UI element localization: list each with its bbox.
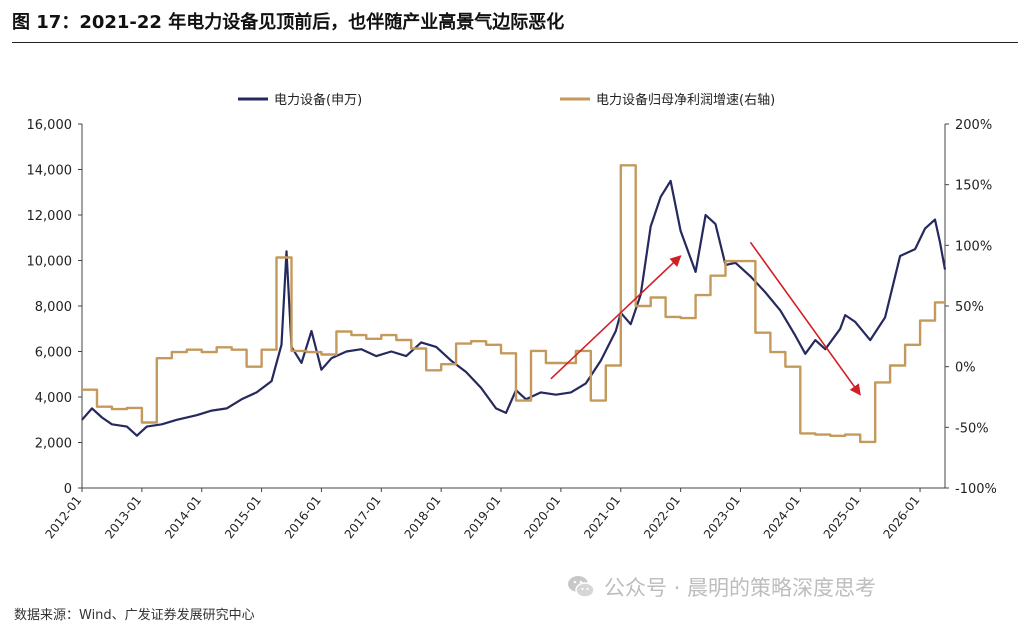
y-left-tick-label: 14,000: [27, 164, 73, 179]
x-tick-label: 2014-01: [162, 493, 204, 541]
y-left-tick-label: 2,000: [35, 437, 72, 452]
x-tick-label: 2024-01: [761, 493, 803, 541]
y-left-tick-label: 8,000: [35, 300, 72, 315]
x-tick-label: 2021-01: [581, 493, 623, 541]
watermark-text: 公众号 · 晨明的策略深度思考: [604, 576, 877, 600]
x-tick-label: 2019-01: [461, 493, 503, 541]
y-right-tick-label: 50%: [955, 300, 984, 315]
y-right-tick-label: 100%: [955, 239, 992, 254]
y-left-tick-label: 6,000: [35, 346, 72, 361]
x-tick-label: 2013-01: [102, 493, 144, 541]
wechat-icon: [568, 576, 595, 598]
x-tick-label: 2015-01: [222, 493, 264, 541]
legend-label-1: 电力设备(申万): [274, 92, 362, 108]
figure-title: 图 17：2021-22 年电力设备见顶前后，也伴随产业高景气边际恶化: [12, 12, 565, 33]
x-tick-label: 2020-01: [521, 493, 563, 541]
x-tick-label: 2026-01: [881, 493, 923, 541]
y-left-tick-label: 16,000: [27, 118, 73, 133]
trend-arrow-2: [749, 241, 861, 396]
series-line-2: [82, 164, 945, 444]
y-right-tick-label: 0%: [955, 361, 976, 376]
x-tick-label: 2017-01: [342, 493, 384, 541]
x-tick-label: 2023-01: [701, 493, 743, 541]
line-chart: 0 2,000 4,000 6,000 8,000 10,000 12,000 14,000 1…: [27, 92, 997, 541]
x-tick-label: 2012-01: [42, 493, 84, 541]
title-divider: [12, 42, 1018, 43]
y-right-tick-label: 200%: [955, 118, 992, 133]
watermark: 公众号 · 晨明的策略深度思考: [566, 572, 876, 602]
y-right-tick-label: -100%: [955, 482, 997, 497]
series-line-1: [81, 179, 947, 437]
legend-label-2: 电力设备归母净利润增速(右轴): [596, 92, 775, 108]
x-tick-label: 2016-01: [282, 493, 324, 541]
y-right-tick-label: 150%: [955, 179, 992, 194]
x-tick-label: 2022-01: [641, 493, 683, 541]
trend-arrow-1: [550, 255, 682, 380]
x-tick-label: 2025-01: [821, 493, 863, 541]
x-tick-label: 2018-01: [402, 493, 444, 541]
source-note: 数据来源：Wind、广发证券发展研究中心: [14, 608, 255, 623]
y-left-tick-label: 10,000: [27, 255, 73, 270]
y-right-tick-label: -50%: [955, 421, 989, 436]
y-left-tick-label: 12,000: [27, 209, 73, 224]
y-left-tick-label: 0: [64, 482, 72, 497]
y-left-tick-label: 4,000: [35, 391, 72, 406]
